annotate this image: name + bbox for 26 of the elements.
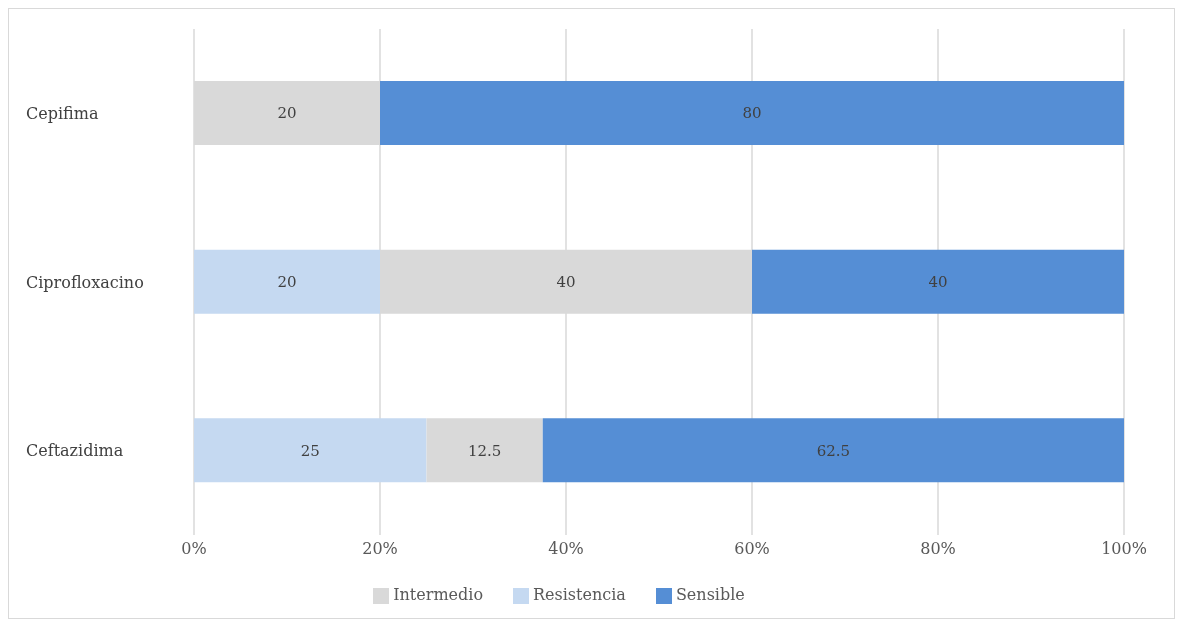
data-label: 40 <box>556 272 576 291</box>
bar <box>380 81 1124 145</box>
x-tick-label: 40% <box>548 539 584 559</box>
x-tick-label: 80% <box>920 539 956 559</box>
data-label: 20 <box>277 104 297 123</box>
bar <box>194 418 427 483</box>
bar <box>752 249 1124 314</box>
x-tick-label: 60% <box>734 539 770 559</box>
legend-label: Sensible <box>675 585 745 604</box>
legend-label: Resistencia <box>533 585 626 604</box>
data-label: 20 <box>277 272 297 291</box>
data-label: 80 <box>742 104 762 123</box>
x-tick-label: 20% <box>362 539 398 559</box>
data-label: 40 <box>928 272 948 291</box>
legend-label: Intermedio <box>393 585 484 604</box>
data-label: 62.5 <box>816 441 851 460</box>
x-tick-label: 0% <box>181 539 207 559</box>
bar <box>542 418 1124 483</box>
y-tick-label: Ceftazidima <box>26 441 124 461</box>
y-tick-label: Ciprofloxacino <box>26 272 144 292</box>
y-tick-label: Cepifima <box>26 104 99 124</box>
data-label: 12.5 <box>467 441 502 460</box>
bar <box>426 418 543 483</box>
bar <box>194 249 380 314</box>
data-label: 25 <box>300 441 320 460</box>
x-tick-label: 100% <box>1101 539 1147 559</box>
